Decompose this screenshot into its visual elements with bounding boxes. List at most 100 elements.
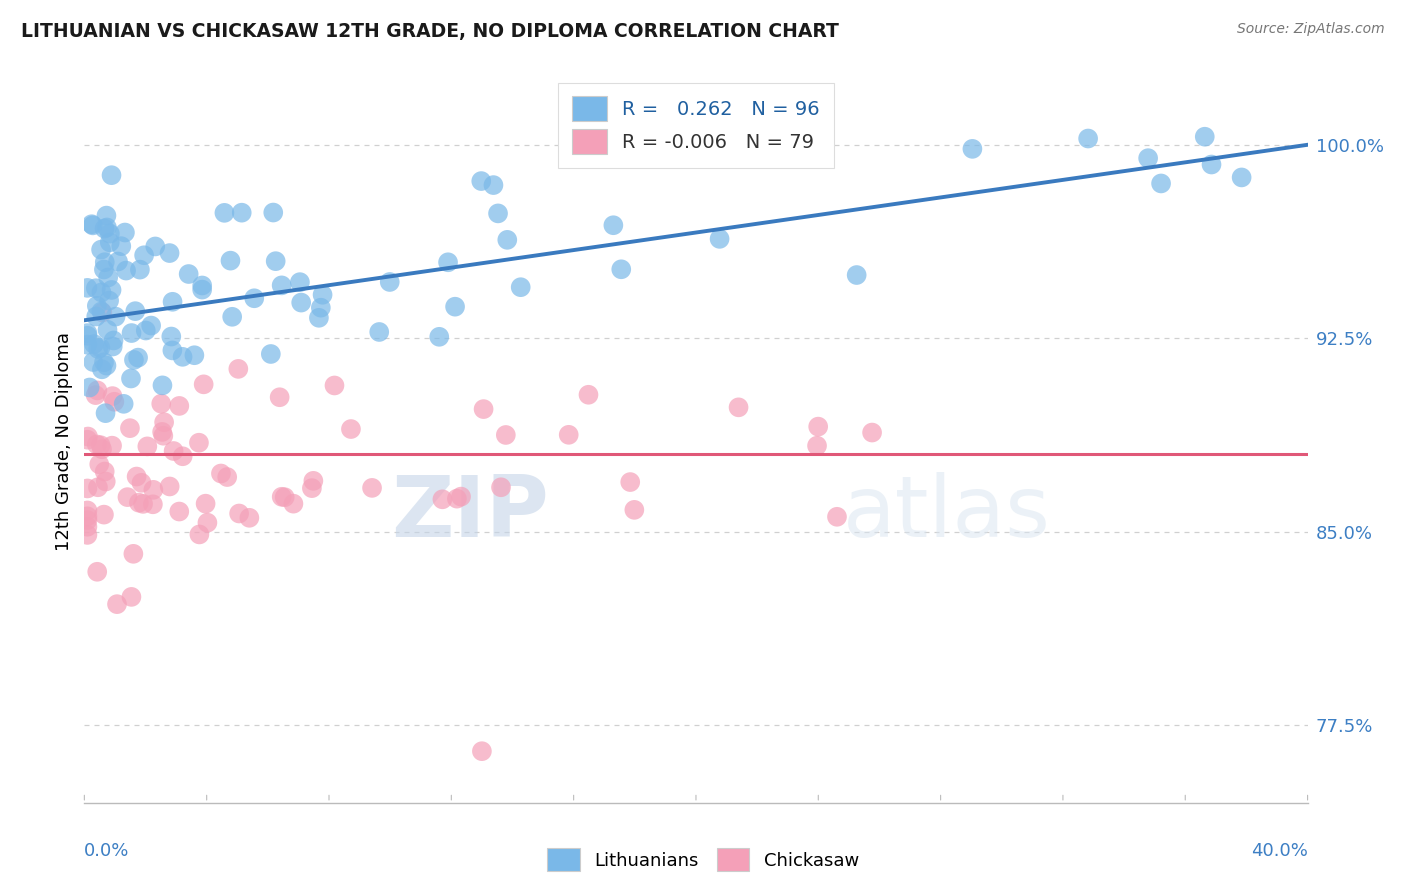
Point [323,378,346,392]
Point [214,206,236,220]
Y-axis label: 12th Grade, No Diploma: 12th Grade, No Diploma [55,332,73,551]
Point [962,142,984,156]
Point [160,329,183,343]
Point [311,287,333,301]
Point [84,281,107,295]
Point [219,253,242,268]
Point [427,330,450,344]
Point [1194,129,1216,144]
Point [90,243,112,257]
Point [262,205,284,219]
Point [270,490,292,504]
Point [82,355,104,369]
Point [76,433,98,447]
Point [76,503,98,517]
Point [472,402,495,417]
Point [76,513,98,527]
Point [143,239,166,253]
Point [159,479,181,493]
Point [98,293,121,308]
Point [1137,151,1160,165]
Point [162,343,184,358]
Point [77,429,100,443]
Point [188,527,211,541]
Point [619,475,641,489]
Point [221,310,243,324]
Text: 40.0%: 40.0% [1251,841,1308,860]
Point [486,206,509,220]
Point [471,744,494,758]
Point [302,474,325,488]
Point [98,227,121,241]
Point [273,490,295,504]
Point [132,497,155,511]
Point [150,397,173,411]
Point [98,235,121,250]
Point [623,503,645,517]
Point [557,427,579,442]
Point [153,415,176,429]
Point [807,419,830,434]
Point [120,590,142,604]
Point [610,262,633,277]
Point [86,299,108,313]
Point [231,205,253,219]
Point [264,254,287,268]
Point [228,507,250,521]
Point [709,232,731,246]
Point [1077,131,1099,145]
Point [1201,157,1223,171]
Point [94,255,117,269]
Point [129,262,152,277]
Point [489,480,512,494]
Point [82,219,104,233]
Point [84,310,107,324]
Point [76,509,98,524]
Point [288,275,311,289]
Point [93,465,115,479]
Point [172,350,194,364]
Point [602,219,624,233]
Point [193,377,215,392]
Point [91,305,114,319]
Point [496,233,519,247]
Point [87,342,110,356]
Point [103,334,125,348]
Point [290,295,312,310]
Point [378,275,401,289]
Point [103,394,125,409]
Point [121,326,143,340]
Point [243,291,266,305]
Point [76,337,98,351]
Point [209,467,232,481]
Point [93,355,115,369]
Point [482,178,505,192]
Text: ZIP: ZIP [391,472,550,556]
Point [80,217,103,231]
Point [127,351,149,365]
Point [93,508,115,522]
Point [131,475,153,490]
Point [107,254,129,268]
Point [96,220,118,235]
Point [301,481,323,495]
Point [860,425,883,440]
Point [100,168,122,182]
Point [368,325,391,339]
Point [96,209,118,223]
Point [142,483,165,497]
Point [124,304,146,318]
Point [361,481,384,495]
Point [93,262,115,277]
Point [308,310,330,325]
Point [1230,170,1253,185]
Point [159,246,181,260]
Point [94,406,117,420]
Point [270,278,292,293]
Point [238,510,260,524]
Point [91,362,114,376]
Point [89,457,111,471]
Point [432,492,454,507]
Point [169,399,191,413]
Point [150,425,173,439]
